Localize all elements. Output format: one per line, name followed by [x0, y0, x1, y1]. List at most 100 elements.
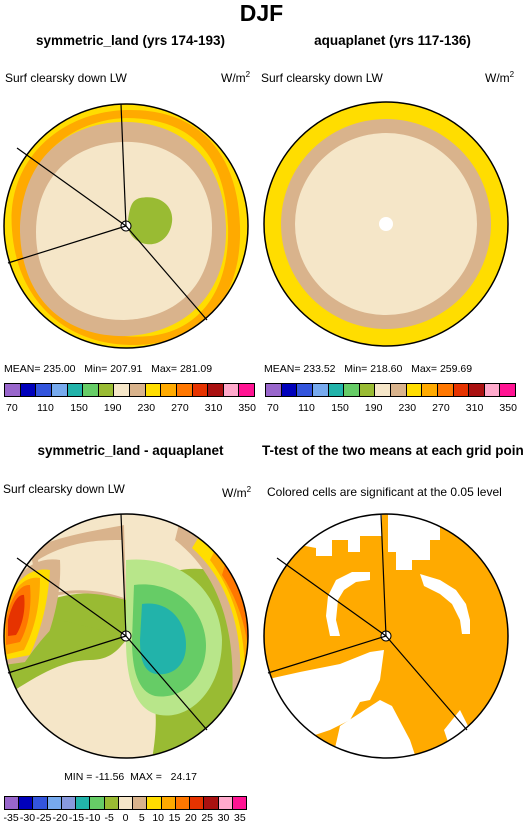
panel1-colorbar-tick-label: 110	[37, 402, 54, 414]
panel2-colorbar-swatch	[500, 384, 515, 396]
panel3-colorbar-swatch	[147, 797, 162, 809]
panel2-unit: W/m2	[485, 70, 515, 85]
p3-right-20	[222, 565, 248, 690]
panel3-colorbar-tick-label: -10	[85, 812, 101, 824]
panel1-variable-label: Surf clearsky down LW	[5, 71, 127, 85]
panel3-colorbar-swatch	[218, 797, 233, 809]
panel3-colorbar-swatch	[175, 797, 191, 809]
panel3-colorbar-swatch	[47, 797, 62, 809]
p3-bottom-0to5	[4, 640, 156, 758]
panel1-colorbar-swatch	[239, 384, 254, 396]
panel3-colorbar-tick-label: -20	[52, 812, 68, 824]
p3-top-inner	[38, 540, 124, 598]
panel1-colorbar-swatch	[130, 384, 146, 396]
panel2-colorbar-swatch	[312, 384, 329, 396]
p4-nonsig-ring2	[420, 574, 470, 634]
panel3-colorbar-tick-label: 35	[234, 812, 246, 824]
panel2-title: aquaplanet (yrs 117-136)	[314, 33, 471, 48]
panel1-colorbar-swatch	[36, 384, 52, 396]
panel3-colorbar-tick-label: 15	[168, 812, 181, 824]
panel3-colorbar-tick-label: 25	[201, 812, 214, 824]
p3-center-neg15	[140, 603, 186, 675]
p3-left-5	[4, 559, 61, 665]
panel2-colorbar-swatch	[375, 384, 391, 396]
panel3-colorbar-tick-label: -15	[68, 812, 85, 824]
panel3-colorbar-swatch	[161, 797, 176, 809]
panel2-colorbar-swatch	[484, 384, 501, 396]
panel3-colorbar-swatch	[90, 797, 105, 809]
p3-top-5	[30, 525, 126, 600]
panel1-colorbar-swatch	[176, 384, 193, 396]
panel1-colorbar-swatch	[161, 384, 177, 396]
panel1-colorbar-swatch	[67, 384, 84, 396]
panel2-colorbar-swatch	[422, 384, 438, 396]
p2-ring-230	[295, 133, 477, 315]
p4-nonsig-ring	[326, 572, 370, 636]
panel2-colorbar-tick-label: 310	[465, 402, 484, 414]
panel2-colorbar-swatch	[281, 384, 298, 396]
panel2-colorbar-tick-label: 110	[298, 402, 315, 414]
panel1-colorbar	[4, 383, 255, 397]
panel2-variable-label: Surf clearsky down LW	[261, 71, 383, 85]
panel2-colorbar-swatch	[359, 384, 376, 396]
panel3-variable-label: Surf clearsky down LW	[3, 482, 125, 496]
panel3-stats: MIN = -11.56 MAX = 24.17	[64, 771, 197, 783]
panel1-colorbar-swatch	[20, 384, 37, 396]
panel1-colorbar-swatch	[114, 384, 130, 396]
panel3-colorbar-swatch	[118, 797, 134, 809]
panel2-colorbar-swatch	[328, 384, 345, 396]
page-title: DJF	[239, 0, 284, 26]
panel3-colorbar-swatch	[190, 797, 205, 809]
p4-nonsig-left	[264, 650, 384, 740]
panel1-colorbar-swatch	[192, 384, 209, 396]
panel2-colorbar-tick-label: 230	[398, 402, 417, 414]
panel2-colorbar-swatch	[406, 384, 423, 396]
panel2-colorbar-tick-label: 270	[432, 402, 450, 414]
panel2-colorbar-tick-label: 350	[499, 402, 517, 414]
panel1-title: symmetric_land (yrs 174-193)	[35, 33, 226, 48]
panel1-colorbar-swatch	[5, 384, 21, 396]
panel1-colorbar-swatch	[83, 384, 99, 396]
p3-right-15	[210, 550, 248, 690]
panel1-colorbar-tick-label: 230	[137, 402, 156, 414]
panel3-colorbar-swatch	[5, 797, 20, 809]
panel1-colorbar-swatch	[208, 384, 224, 396]
panel3-colorbar-swatch	[232, 797, 246, 809]
panel3-colorbar-tick-label: 30	[217, 812, 230, 824]
panel2-colorbar-ticks: 70 110 150 190 230 270 310 350	[265, 402, 517, 416]
p1-ring-290	[4, 104, 248, 348]
panel4-title: T-test of the two means at each grid poi…	[262, 443, 523, 458]
panel1-colorbar-tick-label: 70	[6, 402, 18, 414]
panel3-colorbar-tick-label: 0	[122, 812, 129, 824]
p3-center-neg10	[132, 584, 206, 697]
p1-ring-230	[36, 141, 212, 320]
panel3-colorbar-tick-label: -30	[19, 812, 36, 824]
p4-nonsig-br	[444, 710, 470, 748]
panel3-colorbar	[4, 796, 247, 810]
panel1-colorbar-tick-label: 310	[204, 402, 223, 414]
panel4-variable-label: Colored cells are significant at the 0.0…	[267, 485, 502, 499]
p3-bottom-neg	[10, 620, 126, 690]
panel1-colorbar-tick-label: 350	[238, 402, 256, 414]
panel1-colorbar-tick-label: 150	[70, 402, 88, 414]
panel1-colorbar-tick-label: 190	[103, 402, 122, 414]
p2-ring-270	[264, 102, 508, 346]
panel3-colorbar-swatch	[19, 797, 34, 809]
panel3-title: symmetric_land - aquaplanet	[37, 443, 224, 458]
panel3-colorbar-swatch	[133, 797, 148, 809]
panel1-colorbar-swatch	[145, 384, 162, 396]
panel3-colorbar-swatch	[104, 797, 119, 809]
p3-left-10	[4, 569, 50, 660]
p2-ring-250	[281, 119, 491, 329]
panel3-colorbar-tick-label: 10	[152, 812, 165, 824]
panel2-colorbar-tick-label: 70	[267, 402, 279, 414]
panel2-colorbar	[265, 383, 516, 397]
p3-left-25	[8, 594, 25, 636]
panel3-colorbar-ticks: -35 -30 -25 -20 -15 -10 -5 0 5 10 15 20 25 30 35	[4, 812, 247, 825]
p1-ring-250	[20, 121, 227, 337]
panel3-colorbar-swatch	[33, 797, 48, 809]
p1-ring-270	[11, 109, 241, 346]
panel2-colorbar-swatch	[266, 384, 282, 396]
panel3-unit: W/m2	[222, 485, 252, 500]
panel2-colorbar-tick-label: 190	[364, 402, 383, 414]
